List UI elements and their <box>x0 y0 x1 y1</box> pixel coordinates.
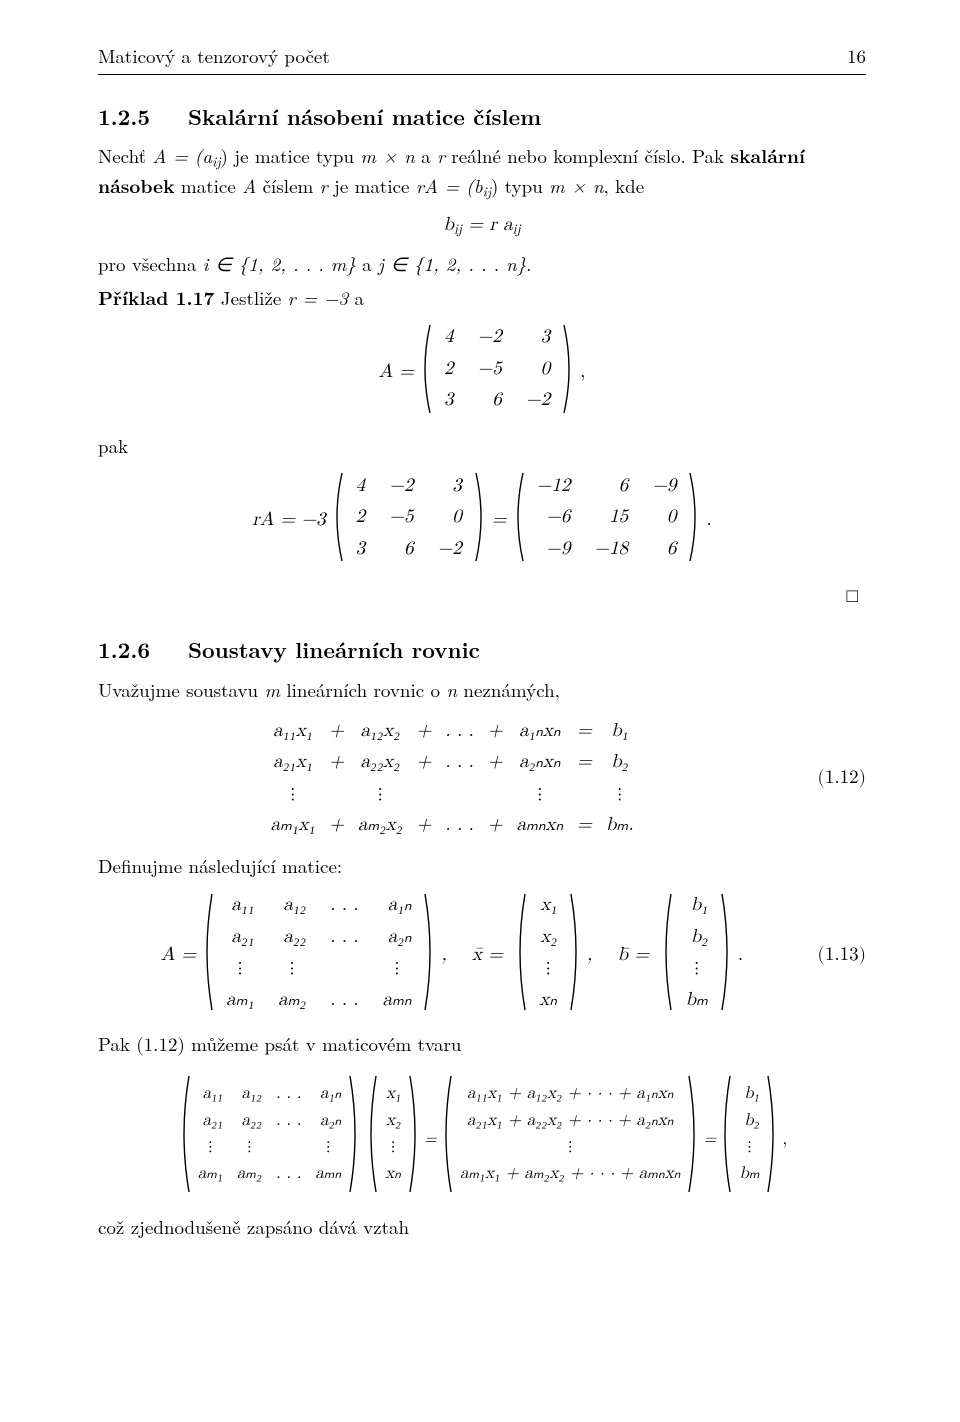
example-117-label: Příklad 1.17 Jestliže r = −3 a <box>98 284 866 312</box>
matrix-rA-2: −126−9−6150−9−186 <box>511 470 703 571</box>
para-index-range: pro všechna i ∈ {1, 2, . . . m} a j ∈ {1… <box>98 250 866 278</box>
section-1-2-6-title: 1.2.6 Soustavy lineárních rovnic <box>98 634 866 666</box>
para-matrix-form: Pak (1.12) můžeme psát v maticovém tvaru <box>98 1030 866 1058</box>
eq-bij: bij = r aij <box>98 211 866 240</box>
qed-box: □ <box>98 581 858 609</box>
section-number: 1.2.6 <box>98 634 150 665</box>
para-definition: Nechť A = (aij) je matice typu m × n a r… <box>98 142 866 201</box>
running-head: Maticový a tenzorový počet 16 <box>98 42 866 75</box>
linear-system-table: a₁₁x₁+a₁₂x₂+. . .+a₁ₙxₙ=b₁a₂₁x₁+a₂₂x₂+. … <box>262 714 641 842</box>
section-number: 1.2.5 <box>98 101 150 132</box>
big-Ax: a₁₁x₁ + a₁₂x₂ + · · · + a₁ₙxₙa₂₁x₁ + a₂₂… <box>439 1075 701 1199</box>
para-closing: což zjednodušeně zapsáno dává vztah <box>98 1213 866 1241</box>
eq-rA-example: rA = −3 4−232−5036−2 = −126−9−6150−9−186… <box>98 470 866 571</box>
para-define-matrices: Definujme následující matice: <box>98 852 866 880</box>
equation-number: (1.12) <box>806 764 866 792</box>
section-1-2-5-title: 1.2.5 Skalární násobení matice číslem <box>98 101 866 133</box>
equation-number: (1.13) <box>806 941 866 969</box>
running-head-title: Maticový a tenzorový počet <box>98 42 330 70</box>
matrix-A-def: a₁₁a₁₂. . .a₁ₙa₂₁a₂₂. . .a₂ₙ⋮⋮⋮aₘ₁aₘ₂. .… <box>200 889 437 1020</box>
matrix-rA-1: 4−232−5036−2 <box>330 470 488 571</box>
big-b: b₁b₂⋮bₘ <box>718 1075 780 1199</box>
section-heading: Skalární násobení matice číslem <box>188 101 541 132</box>
vector-x-def: x₁x₂⋮xₙ <box>513 889 583 1020</box>
section-heading: Soustavy lineárních rovnic <box>188 634 480 665</box>
eq-linear-system: a₁₁x₁+a₁₂x₂+. . .+a₁ₙxₙ=b₁a₂₁x₁+a₂₂x₂+. … <box>98 714 866 842</box>
page-number: 16 <box>847 42 866 70</box>
big-A: a₁₁a₁₂. . .a₁ₙa₂₁a₂₂. . .a₂ₙ⋮⋮⋮aₘ₁aₘ₂. .… <box>177 1075 362 1199</box>
eq-define-Axb: A = a₁₁a₁₂. . .a₁ₙa₂₁a₂₂. . .a₂ₙ⋮⋮⋮aₘ₁aₘ… <box>98 889 866 1020</box>
pak-label: pak <box>98 432 866 460</box>
vector-b-def: b₁b₂⋮bₘ <box>659 889 733 1020</box>
eq-matrix-product: a₁₁a₁₂. . .a₁ₙa₂₁a₂₂. . .a₂ₙ⋮⋮⋮aₘ₁aₘ₂. .… <box>38 1075 926 1199</box>
big-x: x₁x₂⋮xₙ <box>364 1075 422 1199</box>
para-rovnic-intro: Uvažujme soustavu m lineárních rovnic o … <box>98 676 866 704</box>
matrix-A: 4−232−5036−2 <box>418 321 576 422</box>
eq-A-example: A = 4−232−5036−2 , <box>98 321 866 422</box>
